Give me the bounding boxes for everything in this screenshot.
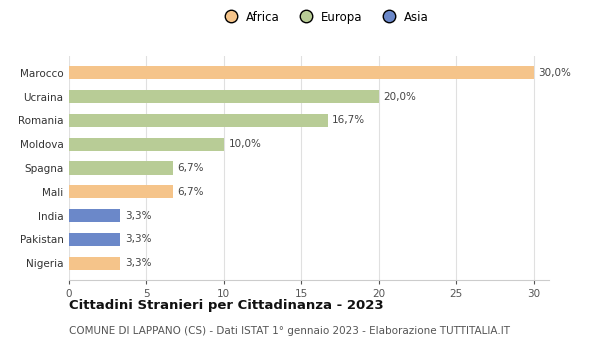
Text: 16,7%: 16,7% — [332, 116, 365, 125]
Bar — [69, 66, 533, 79]
Text: 3,3%: 3,3% — [125, 258, 151, 268]
Bar — [69, 90, 379, 103]
Text: 10,0%: 10,0% — [229, 139, 262, 149]
Text: COMUNE DI LAPPANO (CS) - Dati ISTAT 1° gennaio 2023 - Elaborazione TUTTITALIA.IT: COMUNE DI LAPPANO (CS) - Dati ISTAT 1° g… — [69, 326, 510, 336]
Bar — [69, 185, 173, 198]
Bar — [69, 114, 328, 127]
Text: Cittadini Stranieri per Cittadinanza - 2023: Cittadini Stranieri per Cittadinanza - 2… — [69, 299, 383, 312]
Text: 3,3%: 3,3% — [125, 211, 151, 220]
Bar — [69, 138, 224, 151]
Bar — [69, 209, 120, 222]
Text: 6,7%: 6,7% — [178, 187, 204, 197]
Text: 20,0%: 20,0% — [383, 92, 416, 102]
Text: 3,3%: 3,3% — [125, 234, 151, 244]
Legend: Africa, Europa, Asia: Africa, Europa, Asia — [214, 6, 434, 28]
Text: 30,0%: 30,0% — [538, 68, 571, 78]
Bar — [69, 233, 120, 246]
Bar — [69, 161, 173, 175]
Text: 6,7%: 6,7% — [178, 163, 204, 173]
Bar — [69, 257, 120, 270]
